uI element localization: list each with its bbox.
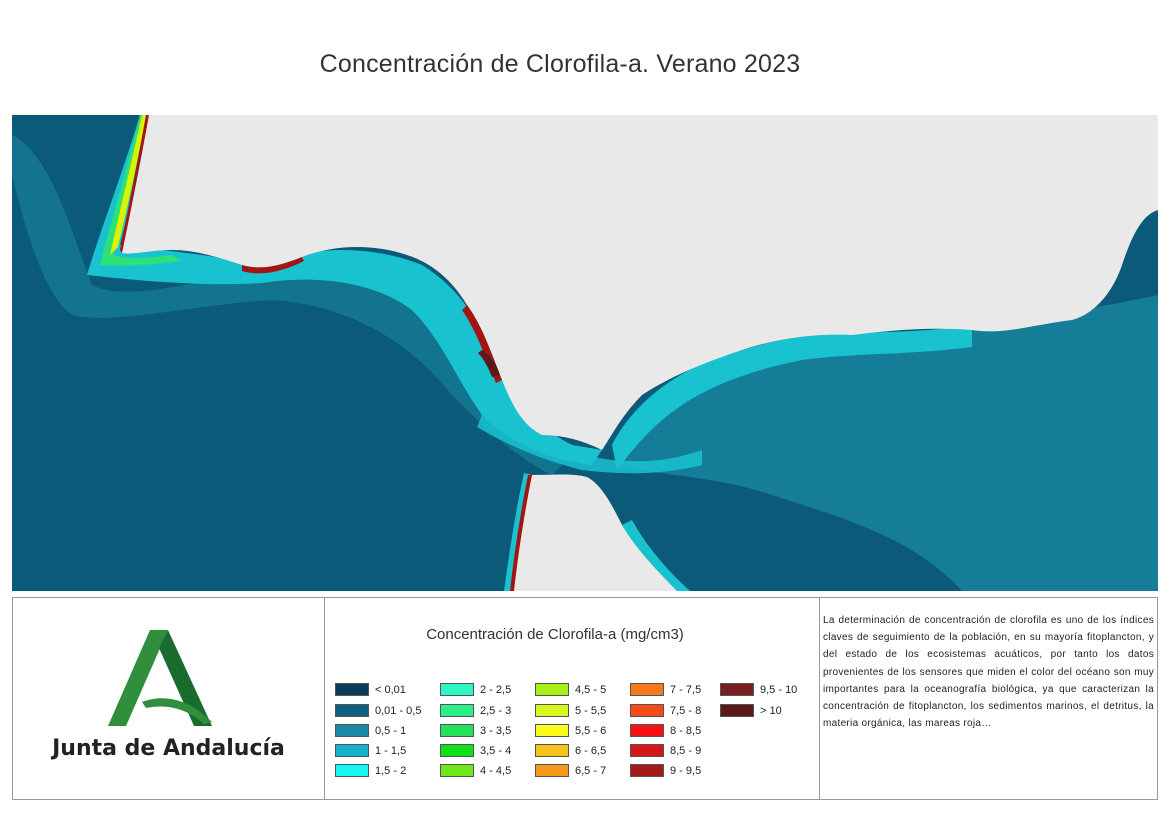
southern-coast-red: [510, 475, 532, 591]
legend-item: < 0,01: [335, 682, 445, 698]
legend-swatch: [535, 704, 569, 717]
legend-label: 8,5 - 9: [670, 745, 702, 757]
legend-label: 2 - 2,5: [480, 684, 512, 696]
legend-label: > 10: [760, 705, 782, 717]
legend-swatch: [335, 744, 369, 757]
footer-divider-right: [819, 598, 820, 799]
legend-item: 6,5 - 7: [535, 763, 645, 779]
footer-divider-left: [324, 598, 325, 799]
legend-item: 2,5 - 3: [440, 703, 550, 719]
legend-swatch: [440, 704, 474, 717]
junta-andalucia-logo: [108, 630, 212, 726]
legend-swatch: [630, 704, 664, 717]
legend-item: 9,5 - 10: [720, 682, 830, 698]
legend-swatch: [630, 764, 664, 777]
southern-coast-band: [504, 473, 690, 591]
legend-swatch: [335, 683, 369, 696]
legend-swatch: [335, 724, 369, 737]
logo-stroke-left: [108, 630, 168, 726]
legend-swatch: [440, 724, 474, 737]
legend-item: 4,5 - 5: [535, 682, 645, 698]
legend-label: < 0,01: [375, 684, 406, 696]
description-panel: La determinación de concentración de clo…: [820, 598, 1158, 799]
legend-title: Concentración de Clorofila-a (mg/cm3): [426, 626, 684, 643]
legend-item: 2 - 2,5: [440, 682, 550, 698]
footer-panel: Junta de Andalucía Concentración de Clor…: [12, 597, 1158, 800]
legend-item: 1 - 1,5: [335, 743, 445, 759]
legend-swatch: [630, 683, 664, 696]
legend-swatch: [535, 724, 569, 737]
northern-coast-dark: [478, 350, 500, 377]
map-canvas: [12, 115, 1158, 591]
legend-swatch: [630, 744, 664, 757]
legend-label: 2,5 - 3: [480, 705, 512, 717]
legend-label: 9,5 - 10: [760, 684, 798, 696]
legend-item: 7,5 - 8: [630, 703, 740, 719]
atlantic-coastal-band: [87, 115, 602, 465]
legend-swatch: [535, 744, 569, 757]
legend-label: 7 - 7,5: [670, 684, 702, 696]
legend-item: 8 - 8,5: [630, 723, 740, 739]
legend-label: 5 - 5,5: [575, 705, 607, 717]
chlorophyll-map[interactable]: [12, 115, 1158, 591]
logo-stroke-right: [159, 630, 212, 726]
logo-text: Junta de Andalucía: [52, 736, 285, 761]
legend-swatch: [535, 683, 569, 696]
legend-label: 5,5 - 6: [575, 725, 607, 737]
legend-label: 6,5 - 7: [575, 765, 607, 777]
legend-item: 7 - 7,5: [630, 682, 740, 698]
legend-label: 3,5 - 4: [480, 745, 512, 757]
legend-label: 7,5 - 8: [670, 705, 702, 717]
legend-item: 3,5 - 4: [440, 743, 550, 759]
legend-swatch: [720, 704, 754, 717]
legend-item: 1,5 - 2: [335, 763, 445, 779]
legend-label: 1 - 1,5: [375, 745, 407, 757]
legend-item: > 10: [720, 703, 830, 719]
logo-swoosh: [142, 698, 212, 724]
legend-swatch: [440, 683, 474, 696]
legend-swatch: [720, 683, 754, 696]
legend-swatch: [335, 764, 369, 777]
description-text: La determinación de concentración de clo…: [823, 615, 1154, 730]
legend-label: 4 - 4,5: [480, 765, 512, 777]
southern-coastline-land: [512, 474, 677, 591]
legend-label: 4,5 - 5: [575, 684, 607, 696]
logo-panel: Junta de Andalucía: [13, 598, 324, 799]
legend-label: 1,5 - 2: [375, 765, 407, 777]
map-title: Concentración de Clorofila-a. Verano 202…: [319, 50, 801, 78]
legend-label: 0,5 - 1: [375, 725, 407, 737]
northern-coastline-land: [122, 115, 1158, 450]
mediterranean-coastal-band: [612, 325, 972, 470]
strait-plume: [477, 415, 702, 474]
legend-swatch: [440, 744, 474, 757]
legend-item: 9 - 9,5: [630, 763, 740, 779]
legend-item: 8,5 - 9: [630, 743, 740, 759]
legend-item: 3 - 3,5: [440, 723, 550, 739]
legend-panel: Concentración de Clorofila-a (mg/cm3) < …: [325, 598, 819, 799]
legend-label: 0,01 - 0,5: [375, 705, 422, 717]
legend-item: 5,5 - 6: [535, 723, 645, 739]
legend-swatch: [440, 764, 474, 777]
legend-item: 5 - 5,5: [535, 703, 645, 719]
legend-item: 4 - 4,5: [440, 763, 550, 779]
legend-swatch: [535, 764, 569, 777]
legend-label: 3 - 3,5: [480, 725, 512, 737]
legend-swatch: [630, 724, 664, 737]
legend-label: 8 - 8,5: [670, 725, 702, 737]
legend-item: 0,5 - 1: [335, 723, 445, 739]
legend-item: 6 - 6,5: [535, 743, 645, 759]
legend-label: 9 - 9,5: [670, 765, 702, 777]
atlantic-coastal-yellow: [110, 115, 146, 255]
legend-item: 0,01 - 0,5: [335, 703, 445, 719]
legend-label: 6 - 6,5: [575, 745, 607, 757]
legend-swatch: [335, 704, 369, 717]
